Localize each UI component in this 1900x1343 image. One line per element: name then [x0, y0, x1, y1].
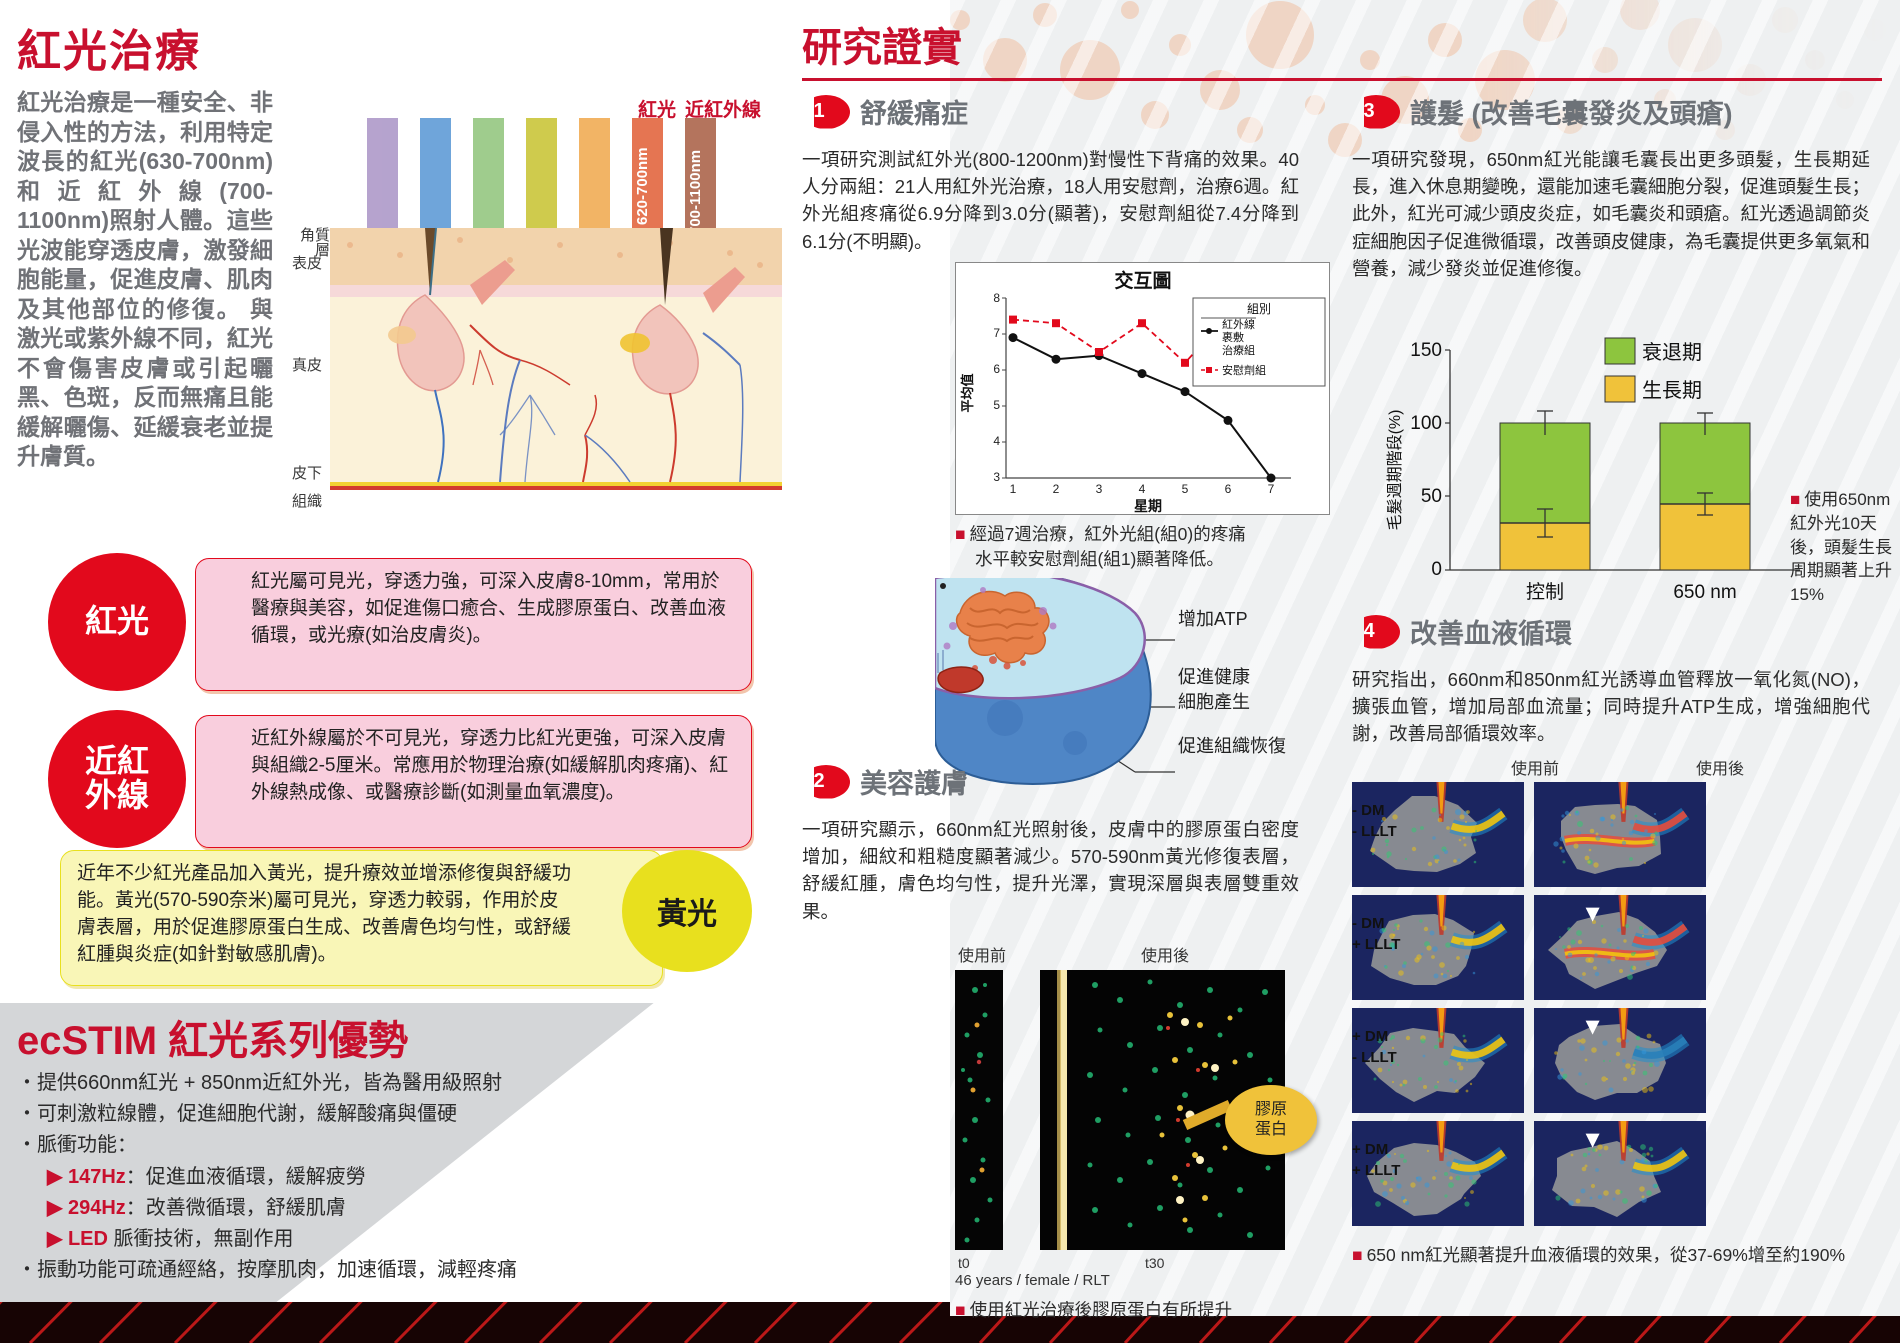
svg-text:5: 5 [1182, 482, 1189, 496]
svg-text:7: 7 [993, 326, 1000, 340]
svg-text:150: 150 [1410, 340, 1442, 361]
svg-text:1: 1 [1010, 482, 1017, 496]
svg-text:620-700nm: 620-700nm [634, 147, 651, 225]
svg-text:平均值: 平均值 [960, 373, 975, 412]
svg-text:50: 50 [1421, 486, 1442, 507]
svg-text:交互圖: 交互圖 [1114, 269, 1171, 292]
svg-text:星期: 星期 [1134, 498, 1162, 514]
svg-text:控制: 控制 [1526, 581, 1564, 603]
svg-text:衰退期: 衰退期 [1642, 341, 1702, 364]
svg-text:紅外線: 紅外線 [1222, 317, 1255, 331]
svg-text:0: 0 [1431, 559, 1442, 580]
svg-text:治療組: 治療組 [1222, 343, 1255, 357]
svg-text:6: 6 [1225, 482, 1232, 496]
svg-text:4: 4 [993, 434, 1000, 448]
svg-text:7: 7 [1268, 482, 1275, 496]
svg-text:4: 4 [1139, 482, 1146, 496]
svg-text:毛髮週期階段(%): 毛髮週期階段(%) [1386, 410, 1404, 531]
svg-text:組別: 組別 [1247, 302, 1271, 316]
svg-text:3: 3 [993, 470, 1000, 484]
svg-text:3: 3 [1096, 482, 1103, 496]
svg-text:6: 6 [993, 362, 1000, 376]
svg-text:裹敷: 裹敷 [1222, 330, 1244, 344]
svg-text:700-1100nm: 700-1100nm [687, 150, 704, 235]
svg-text:650 nm: 650 nm [1673, 582, 1736, 603]
svg-text:5: 5 [993, 398, 1000, 412]
svg-text:8: 8 [993, 291, 1000, 305]
svg-text:100: 100 [1410, 413, 1442, 434]
svg-text:2: 2 [1053, 482, 1060, 496]
svg-text:生長期: 生長期 [1642, 379, 1702, 402]
svg-text:安慰劑組: 安慰劑組 [1222, 363, 1266, 377]
